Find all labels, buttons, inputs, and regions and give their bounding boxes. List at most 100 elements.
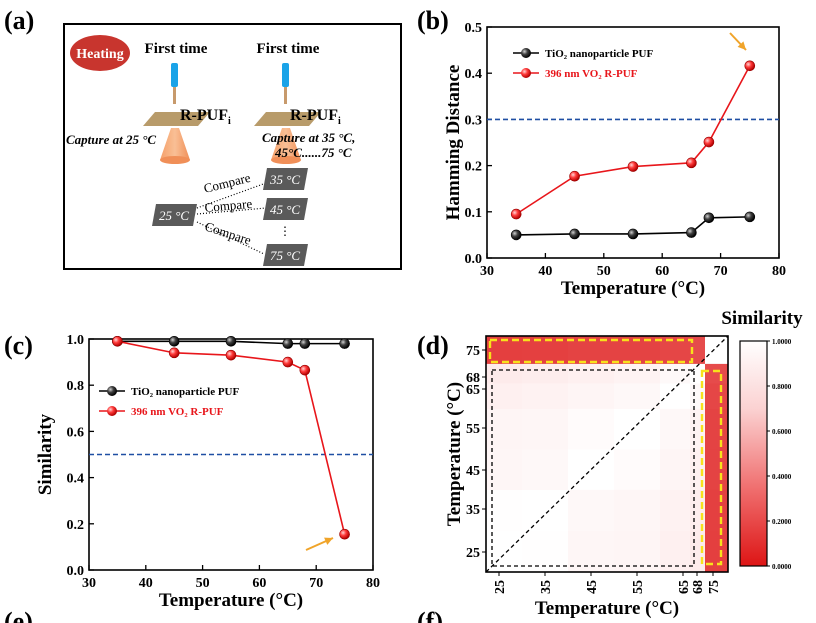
y-tick-label: 0.4 — [465, 67, 483, 82]
data-point — [510, 229, 522, 241]
heatmap-cell — [486, 363, 523, 384]
x-tick-label: 40 — [538, 264, 552, 279]
x-axis-label: Temperature (°C) — [159, 590, 303, 611]
y-tick-label: 0.0 — [465, 252, 483, 267]
x-tick-label: 70 — [714, 264, 728, 279]
ellipsis: ⋮ — [279, 224, 291, 238]
data-point — [686, 227, 697, 238]
annotation-arrowhead — [737, 41, 746, 50]
x-tick-label: 55 — [631, 580, 646, 594]
heatmap-cell — [705, 408, 729, 450]
target-temp-2: 45 °C — [270, 202, 300, 217]
legend-label: TiO₂ nanoparticle PUF — [545, 48, 653, 60]
capture-right-1: Capture at 35 °C, — [262, 130, 355, 145]
y-tick-label: 0.6 — [67, 425, 85, 440]
data-point — [168, 336, 180, 347]
y-tick-label: 0.0 — [67, 564, 85, 579]
y-tick-label: 0.8 — [67, 379, 85, 394]
panel-b: (b) 30 40 50 60 70 80 0.0 0.1 0.2 0.3 0.4 0.5 Temper… — [417, 6, 786, 299]
sample-plate-left — [143, 112, 210, 126]
y-axis-label: Hamming Distance — [443, 65, 464, 221]
data-point — [627, 161, 639, 172]
data-point — [225, 336, 237, 347]
heatmap-cell — [614, 363, 661, 384]
data-point — [225, 349, 237, 361]
legend-marker — [107, 386, 117, 396]
y-tick-label: 25 — [466, 546, 480, 561]
y-tick-label: 0.3 — [465, 113, 483, 128]
first-time-right: First time — [257, 41, 320, 57]
data-point — [299, 364, 311, 376]
legend-marker — [107, 406, 117, 416]
highlight-box-col — [700, 369, 723, 566]
heatmap-cell — [568, 489, 615, 531]
data-point — [703, 212, 715, 224]
heating-badge — [70, 35, 130, 71]
colorbar-label: 0.6000 — [772, 428, 792, 436]
x-tick-label: 75 — [707, 580, 722, 594]
heatmap-cell — [705, 449, 729, 490]
x-tick-label: 45 — [585, 580, 600, 594]
y-tick-label: 0.5 — [465, 21, 483, 36]
data-point — [569, 228, 580, 240]
target-temp-tag-2 — [263, 198, 308, 220]
rpuf-left: R-PUFi — [180, 107, 231, 127]
panel-a: (a) Heating First time First time R-PUFi… — [4, 6, 402, 270]
x-axis-label: Temperature (°C) — [535, 598, 679, 619]
x-tick-label: 50 — [196, 576, 210, 591]
data-point — [282, 356, 294, 368]
y-axis-label: Temperature (°C) — [444, 382, 465, 526]
panel-e-label: (e) — [4, 607, 33, 623]
data-point — [744, 211, 756, 223]
data-point — [510, 208, 522, 220]
heatmap-cell — [522, 489, 569, 531]
light-cone-left — [160, 128, 190, 160]
panel-a-label: (a) — [4, 6, 34, 35]
series-line — [516, 216, 750, 236]
data-point — [703, 136, 715, 148]
x-tick-label: 80 — [772, 264, 786, 279]
target-temp-3: 75 °C — [270, 248, 300, 263]
series-line — [515, 65, 751, 215]
y-axis-label: Similarity — [35, 413, 56, 495]
colorbar — [739, 340, 768, 567]
sample-plate-right — [254, 112, 321, 126]
target-temp-tag-3 — [263, 244, 308, 266]
x-tick-label: 60 — [655, 264, 669, 279]
data-point — [686, 157, 697, 169]
legend-marker — [521, 48, 531, 58]
chart-d: 2525353545455555656568687575Temperature … — [444, 335, 792, 619]
heating-label: Heating — [76, 47, 123, 62]
rpuf-right: R-PUFi — [290, 107, 341, 127]
heatmap-cell — [690, 336, 706, 364]
compare-2: Compare — [204, 196, 253, 215]
colorbar-label: 0.8000 — [772, 383, 792, 391]
light-cone-right — [271, 128, 301, 160]
y-tick-label: 0.2 — [465, 160, 483, 175]
x-tick-label: 80 — [366, 576, 380, 591]
heatmap-cell — [486, 489, 523, 531]
heatmap-cell — [614, 408, 661, 450]
heatmap-cell — [660, 489, 691, 531]
panel-b-label: (b) — [417, 6, 449, 35]
heatmap-cell — [705, 336, 729, 364]
y-tick-label: 35 — [466, 503, 480, 518]
panel-c-label: (c) — [4, 331, 33, 360]
highlight-box-normal — [491, 369, 695, 567]
diagonal-line — [485, 335, 729, 573]
chart-b: 30 40 50 60 70 80 0.0 0.1 0.2 0.3 0.4 0.5 Temperatur… — [443, 21, 786, 299]
y-tick-label: 0.4 — [67, 472, 85, 487]
heatmap-cell — [522, 383, 569, 409]
x-tick-label: 70 — [309, 576, 323, 591]
y-tick-label: 68 — [466, 371, 480, 386]
colorbar-label: 0.0000 — [772, 563, 792, 571]
base-temp: 25 °C — [159, 208, 189, 223]
heatmap-cell — [705, 530, 729, 573]
heatmap-cell — [614, 449, 661, 490]
heatmap-cell — [660, 336, 691, 364]
y-tick-label: 0.1 — [465, 206, 483, 221]
heatmap-cell — [705, 489, 729, 531]
heatmap-cell — [705, 363, 729, 384]
plot-frame — [486, 26, 780, 259]
